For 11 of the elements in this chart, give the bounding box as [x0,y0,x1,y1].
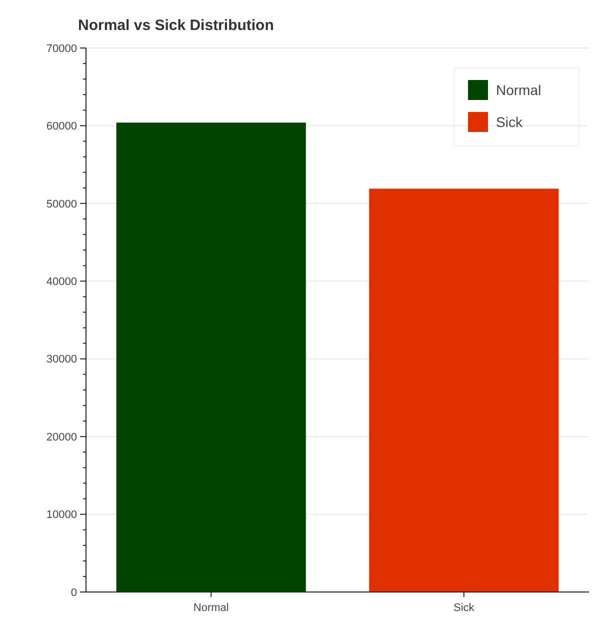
y-tick-label: 60000 [46,120,77,133]
y-tick-label: 0 [70,586,77,599]
y-tick-label: 70000 [46,42,77,55]
y-tick-label: 20000 [46,431,77,444]
y-tick-label: 10000 [46,509,77,522]
legend-label: Sick [496,114,524,130]
chart-title: Normal vs Sick Distribution [78,17,274,34]
y-tick-label: 30000 [46,354,77,366]
legend-label: Normal [496,82,542,98]
y-tick-label: 50000 [46,198,77,210]
y-tick-label: 40000 [46,276,77,288]
